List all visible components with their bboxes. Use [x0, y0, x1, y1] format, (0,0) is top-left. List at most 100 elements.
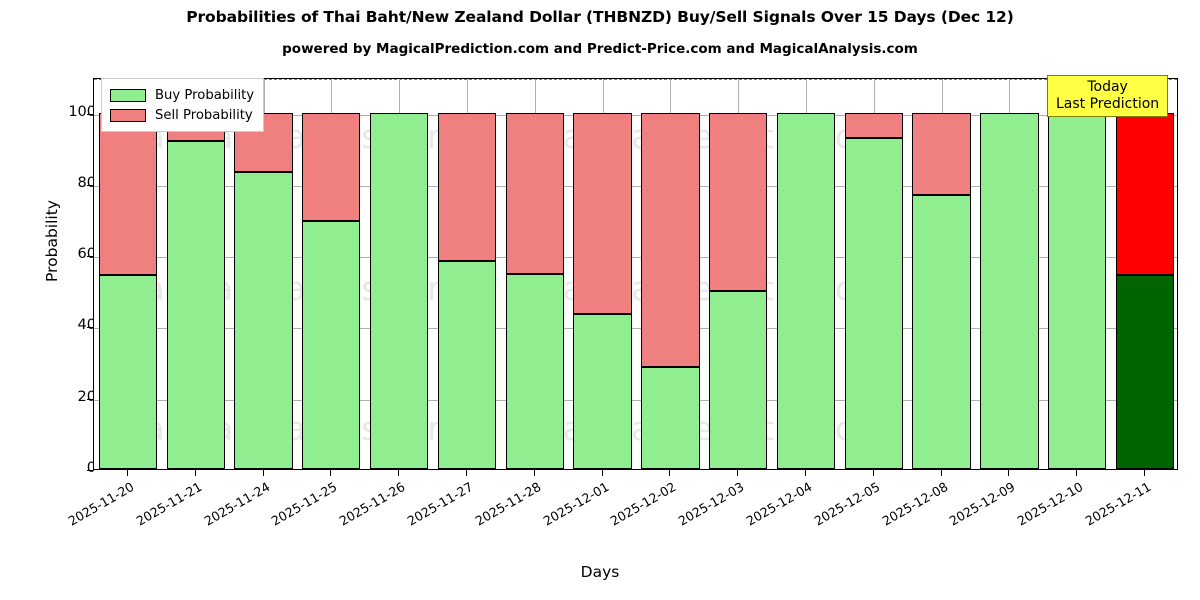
legend-item-buy: Buy Probability	[110, 85, 254, 105]
bar-segment-sell[interactable]	[709, 112, 768, 291]
chart-legend: Buy Probability Sell Probability	[101, 78, 265, 132]
x-tick-label-2025-11-24: 2025-11-24	[201, 479, 273, 529]
bar-segment-buy[interactable]	[573, 313, 632, 469]
x-tick-mark-14	[1076, 470, 1078, 476]
bar-segment-sell[interactable]	[505, 112, 564, 275]
bar-group[interactable]	[573, 79, 632, 469]
x-tick-mark-15	[1144, 470, 1146, 476]
bar-group[interactable]	[709, 79, 768, 469]
bar-group[interactable]	[776, 79, 836, 469]
x-tick-label-2025-12-10: 2025-12-10	[1014, 479, 1086, 529]
y-tick-mark-60	[87, 256, 93, 258]
bar-segment-sell[interactable]	[437, 112, 497, 262]
x-tick-mark-7	[601, 470, 603, 476]
x-tick-label-2025-11-26: 2025-11-26	[336, 479, 408, 529]
bar-group[interactable]	[1048, 79, 1107, 469]
x-tick-label-2025-12-04: 2025-12-04	[743, 479, 815, 529]
bar-segment-buy[interactable]	[505, 274, 564, 469]
bar-group[interactable]	[369, 79, 429, 469]
bar-segment-buy[interactable]	[234, 172, 293, 469]
bar-segment-sell[interactable]	[302, 112, 361, 222]
gridline-y-20	[94, 399, 1177, 401]
x-tick-mark-5	[465, 470, 467, 476]
bar-group[interactable]	[980, 79, 1039, 469]
bar-segment-buy[interactable]	[844, 137, 903, 469]
x-tick-mark-12	[940, 470, 942, 476]
legend-label-buy: Buy Probability	[155, 87, 255, 103]
x-axis-label: Days	[580, 563, 620, 581]
bar-segment-buy[interactable]	[980, 112, 1039, 469]
x-tick-label-2025-11-20: 2025-11-20	[65, 479, 137, 529]
bar-segment-sell[interactable]	[641, 112, 700, 368]
x-tick-mark-8	[669, 470, 671, 476]
bar-segment-buy[interactable]	[302, 221, 361, 469]
bar-segment-buy[interactable]	[98, 274, 158, 469]
bar-segment-buy[interactable]	[912, 194, 971, 469]
x-tick-label-2025-12-11: 2025-12-11	[1082, 479, 1154, 529]
x-tick-label-2025-12-09: 2025-12-09	[947, 479, 1018, 529]
legend-label-sell: Sell Probability	[155, 107, 253, 123]
x-tick-mark-13	[1008, 470, 1010, 476]
bar-segment-buy[interactable]	[709, 290, 768, 469]
y-tick-label-100: 100	[68, 103, 96, 120]
bar-group[interactable]	[844, 79, 903, 469]
bar-segment-buy[interactable]	[369, 112, 429, 469]
bar-segment-buy[interactable]	[1048, 112, 1107, 469]
x-tick-mark-1	[194, 470, 196, 476]
bar-segment-sell[interactable]	[1115, 112, 1175, 275]
y-axis-label: Probability	[43, 200, 61, 282]
y-tick-label-20: 20	[77, 388, 96, 405]
x-tick-mark-0	[126, 470, 128, 476]
bar-segment-sell[interactable]	[573, 112, 632, 314]
y-tick-mark-20	[87, 398, 93, 400]
bar-segment-buy[interactable]	[1115, 274, 1175, 469]
bar-group[interactable]	[1115, 79, 1175, 469]
legend-item-sell: Sell Probability	[110, 105, 254, 125]
bar-group[interactable]	[98, 79, 158, 469]
bar-group[interactable]	[641, 79, 700, 469]
y-tick-label-60: 60	[77, 246, 96, 263]
bar-group[interactable]	[302, 79, 361, 469]
y-tick-mark-100	[87, 113, 93, 115]
x-tick-mark-9	[737, 470, 739, 476]
y-tick-mark-0	[87, 470, 93, 471]
bar-segment-buy[interactable]	[166, 141, 225, 469]
y-tick-label-40: 40	[77, 317, 96, 334]
bar-segment-sell[interactable]	[912, 112, 971, 195]
bar-segment-sell[interactable]	[844, 112, 903, 138]
y-tick-mark-40	[87, 327, 93, 329]
x-tick-label-2025-12-02: 2025-12-02	[608, 479, 679, 529]
gridline-y-100	[94, 114, 1177, 116]
x-tick-label-2025-12-01: 2025-12-01	[540, 479, 612, 529]
x-tick-label-2025-12-03: 2025-12-03	[675, 479, 747, 529]
reference-dashed-line	[94, 79, 1177, 80]
bar-group[interactable]	[912, 79, 971, 469]
x-tick-label-2025-11-25: 2025-11-25	[268, 479, 340, 529]
gridline-y-40	[94, 328, 1177, 330]
chart-title: Probabilities of Thai Baht/New Zealand D…	[186, 8, 1014, 26]
bar-segment-sell[interactable]	[98, 112, 158, 275]
x-tick-mark-11	[872, 470, 874, 476]
y-tick-mark-80	[87, 184, 93, 186]
bar-segment-buy[interactable]	[776, 112, 836, 469]
x-tick-label-2025-12-05: 2025-12-05	[811, 479, 883, 529]
legend-swatch-sell-icon	[110, 108, 146, 122]
x-tick-label-2025-11-21: 2025-11-21	[133, 479, 205, 529]
bar-segment-buy[interactable]	[437, 261, 497, 469]
today-annotation-line2: Last Prediction	[1056, 95, 1160, 112]
x-tick-mark-3	[330, 470, 332, 476]
bar-group[interactable]	[166, 79, 225, 469]
today-annotation-line1: Today	[1087, 79, 1128, 95]
bar-group[interactable]	[437, 79, 497, 469]
chart-subtitle: powered by MagicalPrediction.com and Pre…	[282, 41, 918, 57]
legend-swatch-buy-icon	[110, 88, 146, 102]
gridline-y-80	[94, 185, 1177, 187]
plot-area: MagicalAnalysis.comMagicalPrediction.com…	[93, 78, 1178, 470]
y-tick-label-0: 0	[86, 460, 96, 476]
bar-group[interactable]	[505, 79, 564, 469]
bar-segment-buy[interactable]	[641, 367, 700, 469]
bar-group[interactable]	[234, 79, 293, 469]
x-tick-mark-6	[533, 470, 535, 476]
x-tick-mark-10	[805, 470, 807, 476]
